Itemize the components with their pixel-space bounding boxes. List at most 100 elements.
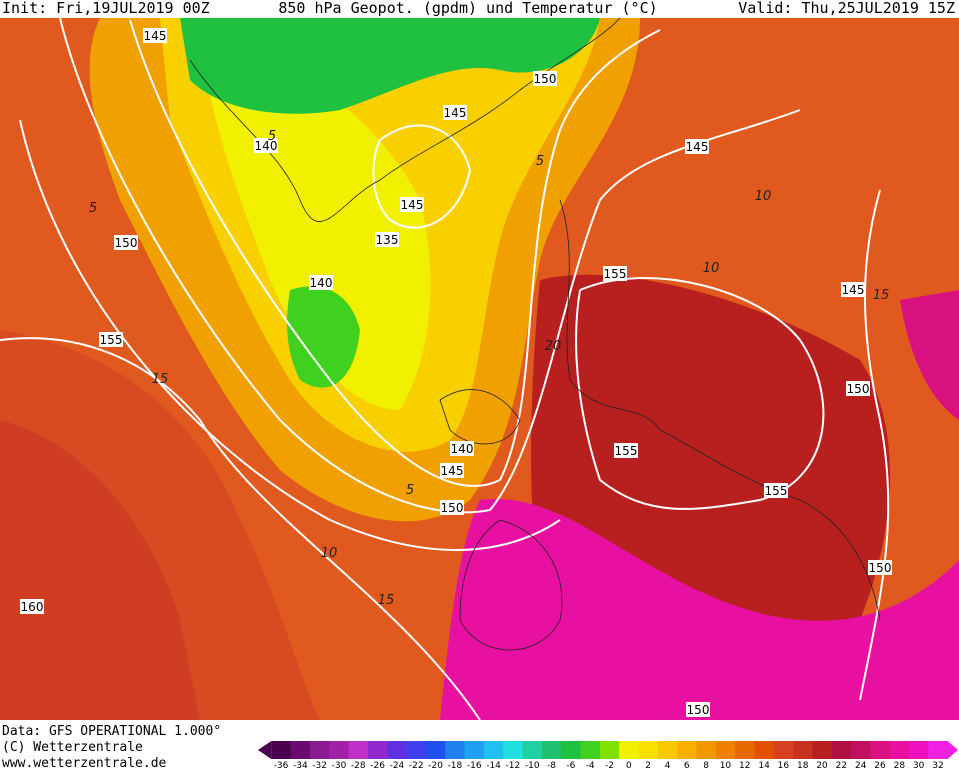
color-swatch (483, 741, 504, 759)
website: www.wetterzentrale.de (2, 756, 167, 770)
label-box (440, 463, 464, 478)
geopotential-label: 145 (441, 464, 464, 478)
color-swatch (754, 741, 775, 759)
geopotential-label: 150 (687, 703, 710, 717)
scale-label: -6 (566, 761, 575, 770)
color-swatch (657, 741, 678, 759)
color-swatch (812, 741, 833, 759)
valid-time: Valid: Thu,25JUL2019 15Z (738, 0, 955, 17)
label-box (114, 235, 138, 250)
geopotential-label: 150 (534, 72, 557, 86)
scale-label: 4 (665, 761, 671, 770)
label-box (450, 441, 474, 456)
label-box (443, 105, 467, 120)
scale-label: -36 (274, 761, 289, 770)
temperature-label: 20 (545, 339, 562, 354)
header: Init: Fri,19JUL2019 00Z 850 hPa Geopot. … (2, 0, 955, 17)
label-box (375, 232, 399, 247)
geopotential-label: 150 (869, 561, 892, 575)
color-swatch (348, 741, 369, 759)
scale-label: -32 (312, 761, 327, 770)
scale-label: 8 (703, 761, 709, 770)
color-swatch (464, 741, 485, 759)
scale-label: 14 (758, 761, 770, 770)
color-swatch (387, 741, 408, 759)
color-swatch (541, 741, 562, 759)
color-swatch (503, 741, 524, 759)
temperature-label: 5 (89, 201, 97, 216)
color-swatch (638, 741, 659, 759)
scale-label: -30 (332, 761, 347, 770)
color-swatch (367, 741, 388, 759)
temperature-label: 5 (536, 154, 544, 169)
cold-core (200, 40, 431, 410)
scale-label: -14 (486, 761, 501, 770)
geopotential-label: 140 (310, 276, 333, 290)
scale-label: 28 (894, 761, 906, 770)
scale-label: 12 (739, 761, 750, 770)
color-swatch (677, 741, 697, 759)
scale-label: 0 (626, 761, 632, 770)
scale-label: 6 (684, 761, 690, 770)
color-swatch (290, 741, 311, 759)
label-box (533, 71, 557, 86)
color-swatch (522, 741, 543, 759)
scale-arrow (947, 741, 958, 759)
temperature-label: 10 (703, 261, 720, 276)
scale-label: -12 (506, 761, 521, 770)
label-box (143, 28, 167, 43)
color-scale: -36 -34 -32 -30 -28 -26 -24 -22 -20 -18 -16 -14 -12-… (258, 741, 958, 770)
temperature-label: 15 (873, 288, 890, 303)
color-swatch (599, 741, 620, 759)
scale-label: -16 (467, 761, 482, 770)
label-box (841, 282, 865, 297)
label-box (440, 500, 464, 515)
color-swatch (580, 741, 601, 759)
scale-label: 22 (836, 761, 847, 770)
color-swatch (793, 741, 813, 759)
geopotential-label: 135 (376, 233, 399, 247)
color-swatch (773, 741, 794, 759)
footer: Data: GFS OPERATIONAL 1.000° (C) Wetterz… (2, 724, 221, 770)
label-box (603, 266, 627, 281)
color-swatch (406, 741, 427, 759)
geopotential-label: 145 (686, 140, 709, 154)
scale-label: -8 (547, 761, 556, 770)
temperature-label: 15 (152, 372, 169, 387)
geopotential-label: 160 (21, 600, 44, 614)
cold-pool (287, 286, 360, 388)
geopotential-label: 140 (255, 139, 278, 153)
geopotential-label: 150 (847, 382, 870, 396)
color-swatch (870, 741, 891, 759)
label-box (254, 138, 278, 153)
scale-label: 10 (720, 761, 732, 770)
color-swatch (271, 741, 292, 759)
color-swatch (619, 741, 639, 759)
hot-zone (900, 290, 959, 420)
init-time: Init: Fri,19JUL2019 00Z (2, 0, 210, 17)
map-title: 850 hPa Geopot. (gpdm) und Temperatur (°… (278, 0, 657, 17)
geopotential-label: 145 (444, 106, 467, 120)
geopotential-label: 145 (401, 198, 424, 212)
temperature-label: 15 (378, 593, 395, 608)
scale-label: -26 (370, 761, 385, 770)
color-swatch (329, 741, 350, 759)
color-swatch (561, 741, 582, 759)
geopotential-label: 140 (451, 442, 474, 456)
geopotential-label: 150 (115, 236, 138, 250)
geopotential-label: 155 (604, 267, 627, 281)
scale-label: -24 (390, 761, 405, 770)
geopotential-label: 150 (441, 501, 464, 515)
color-swatch (715, 741, 736, 759)
scale-label: -10 (525, 761, 540, 770)
geopotential-label: 145 (144, 29, 167, 43)
warm-ocean (0, 420, 200, 720)
cold-pool (180, 18, 600, 114)
geopotential-label: 155 (765, 484, 788, 498)
temperature-label: 10 (755, 189, 772, 204)
scale-label: -4 (586, 761, 595, 770)
scale-label: -18 (448, 761, 463, 770)
label-box (846, 381, 870, 396)
